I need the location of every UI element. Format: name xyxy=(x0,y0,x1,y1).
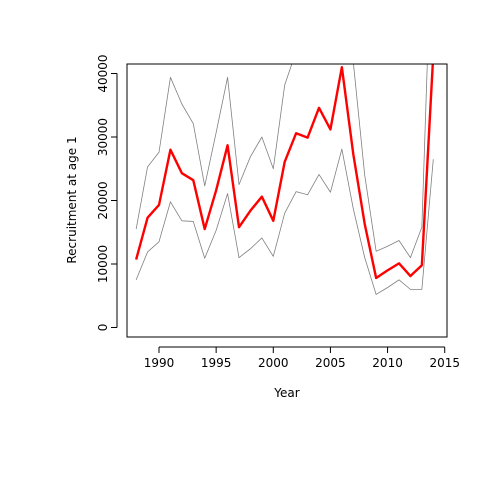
x-tick-label: 1995 xyxy=(201,356,232,370)
y-tick-label: 30000 xyxy=(96,118,110,156)
estimate-series-line xyxy=(134,64,434,280)
x-tick-label: 2010 xyxy=(372,356,403,370)
lower-series-line xyxy=(135,148,434,295)
y-axis: 0 10000 20000 30000 40000 xyxy=(96,54,118,332)
y-tick-label: 0 xyxy=(96,324,110,332)
x-tick-label: 2015 xyxy=(429,356,460,370)
x-tick-label: 2000 xyxy=(258,356,289,370)
x-axis-label: Year xyxy=(273,386,299,400)
x-axis: 1990 1995 2000 2005 2010 2015 xyxy=(144,346,460,370)
y-tick-label: 10000 xyxy=(96,245,110,283)
y-axis-label: Recruitment at age 1 xyxy=(65,136,79,263)
series-layer xyxy=(134,64,434,295)
upper-series-line xyxy=(135,64,428,259)
x-tick-label: 2005 xyxy=(315,356,346,370)
plot-frame xyxy=(126,63,448,338)
x-tick-label: 1990 xyxy=(144,356,175,370)
y-tick-label: 40000 xyxy=(96,54,110,92)
y-tick-label: 20000 xyxy=(96,181,110,219)
